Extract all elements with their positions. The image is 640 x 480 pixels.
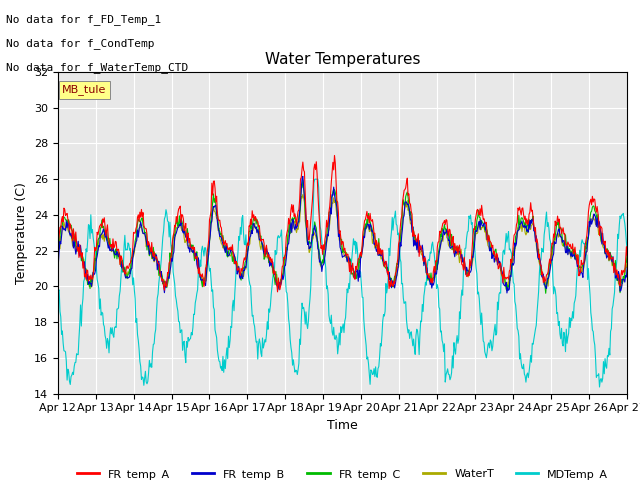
FR_temp_B <box>179 228 186 234</box>
WaterT <box>623 256 631 262</box>
WaterT <box>299 192 307 197</box>
Line: FR_temp_B: FR_temp_B <box>58 176 627 293</box>
FR_temp_A <box>335 230 343 236</box>
Legend: FR_temp_A, FR_temp_B, FR_temp_C, WaterT, MDTemp_A: FR_temp_A, FR_temp_B, FR_temp_C, WaterT,… <box>72 465 612 480</box>
Line: FR_temp_C: FR_temp_C <box>58 180 627 293</box>
FR_temp_A <box>179 212 186 218</box>
WaterT <box>204 266 211 272</box>
MDTemp_A <box>311 176 319 182</box>
Line: FR_temp_A: FR_temp_A <box>58 156 627 292</box>
X-axis label: Time: Time <box>327 419 358 432</box>
Line: WaterT: WaterT <box>58 194 627 291</box>
FR_temp_A <box>331 153 339 158</box>
FR_temp_A <box>274 289 282 295</box>
FR_temp_A <box>391 281 399 287</box>
FR_temp_B <box>573 258 580 264</box>
MDTemp_A <box>54 293 61 299</box>
FR_temp_C <box>573 256 580 262</box>
FR_temp_B <box>335 234 342 240</box>
WaterT <box>179 222 186 228</box>
Y-axis label: Temperature (C): Temperature (C) <box>15 182 28 284</box>
FR_temp_B <box>204 262 211 268</box>
FR_temp_A <box>204 250 211 255</box>
FR_temp_B <box>503 290 511 296</box>
WaterT <box>390 278 397 284</box>
MDTemp_A <box>446 377 454 383</box>
FR_temp_A <box>54 237 61 242</box>
FR_temp_C <box>204 262 211 268</box>
WaterT <box>572 253 580 259</box>
FR_temp_B <box>299 173 307 179</box>
Line: MDTemp_A: MDTemp_A <box>58 179 627 387</box>
FR_temp_C <box>335 227 342 232</box>
MDTemp_A <box>179 348 186 353</box>
FR_temp_C <box>623 250 631 255</box>
WaterT <box>616 288 624 294</box>
MDTemp_A <box>335 343 342 349</box>
MDTemp_A <box>204 256 211 262</box>
FR_temp_B <box>446 245 454 251</box>
FR_temp_C <box>179 221 186 227</box>
FR_temp_C <box>54 250 61 256</box>
FR_temp_C <box>390 278 397 284</box>
Text: MB_tule: MB_tule <box>62 84 107 96</box>
Text: No data for f_FD_Temp_1: No data for f_FD_Temp_1 <box>6 14 162 25</box>
FR_temp_B <box>623 264 631 270</box>
MDTemp_A <box>572 293 580 299</box>
WaterT <box>54 257 61 263</box>
FR_temp_A <box>573 253 580 259</box>
FR_temp_A <box>447 235 454 241</box>
FR_temp_A <box>623 252 631 258</box>
MDTemp_A <box>623 247 631 253</box>
Title: Water Temperatures: Water Temperatures <box>265 52 420 67</box>
FR_temp_B <box>54 261 61 266</box>
WaterT <box>335 228 342 234</box>
Text: No data for f_CondTemp: No data for f_CondTemp <box>6 38 155 49</box>
FR_temp_C <box>542 290 550 296</box>
MDTemp_A <box>596 384 604 390</box>
FR_temp_C <box>446 240 454 246</box>
MDTemp_A <box>390 216 397 222</box>
WaterT <box>446 243 454 249</box>
FR_temp_C <box>299 177 307 183</box>
Text: No data for f_WaterTemp_CTD: No data for f_WaterTemp_CTD <box>6 62 189 73</box>
FR_temp_B <box>390 282 397 288</box>
